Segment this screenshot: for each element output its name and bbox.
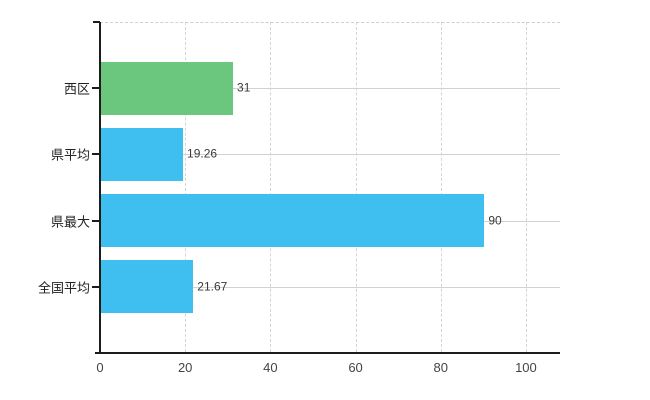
x-tick-label: 60 [348,360,363,375]
horizontal-gridline [101,286,560,288]
plot-top-border [100,22,560,23]
category-label: 全国平均 [37,280,90,296]
x-tick-label: 80 [433,360,448,375]
bar-西区 [101,61,234,115]
vertical-gridline [525,22,527,352]
bar-value-label: 31 [237,80,251,95]
bar-value-label: 19.26 [187,147,218,162]
vertical-gridline [270,22,272,352]
category-tick [92,153,99,156]
vertical-gridline [185,22,187,352]
category-label: 県平均 [50,147,90,163]
bar-県最大 [101,194,485,248]
x-axis-line [95,352,560,354]
y-axis-line [99,22,101,354]
vertical-gridline [355,22,357,352]
horizontal-gridline [101,154,560,156]
vertical-gridline [440,22,442,352]
x-tick-label: 20 [177,360,193,375]
x-tick-label: 100 [515,360,537,375]
axis-top-tick [93,21,100,23]
bar-value-label: 90 [488,213,502,228]
bar-県平均 [101,127,184,181]
category-tick [92,87,99,90]
category-label: 県最大 [50,214,90,230]
bar-value-label: 21.67 [197,279,228,294]
horizontal-gridline [101,88,560,90]
x-tick-label: 0 [96,360,104,375]
x-tick-label: 40 [263,360,278,375]
category-label: 西区 [63,81,90,97]
category-tick [92,219,99,222]
category-tick [92,285,99,288]
bar-全国平均 [101,260,194,314]
